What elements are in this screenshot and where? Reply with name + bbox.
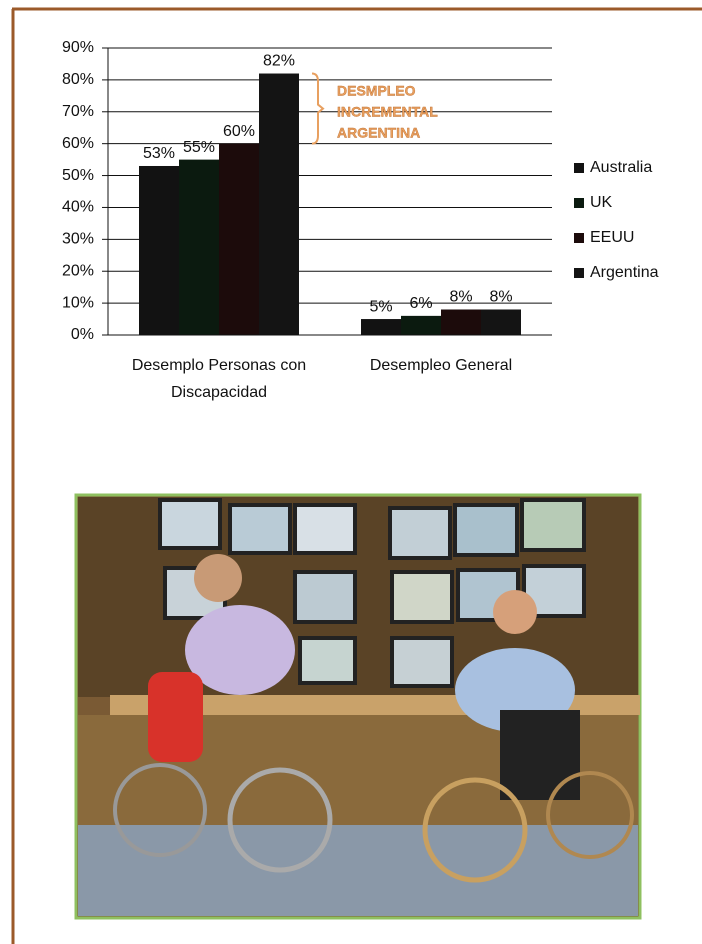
y-tick-label: 90% (62, 39, 94, 56)
bar (401, 315, 441, 335)
bar (139, 165, 179, 335)
y-tick-label: 10% (62, 294, 94, 311)
annotation-bracket (311, 72, 325, 145)
y-tick-label: 40% (62, 199, 94, 216)
annotation-text: DESMPLEO (337, 83, 416, 99)
legend-swatch (574, 163, 584, 173)
y-tick-label: 80% (62, 71, 94, 88)
bar (441, 309, 481, 335)
annotation-text: ARGENTINA (337, 125, 420, 141)
data-label: 55% (183, 139, 215, 156)
legend-swatch (574, 268, 584, 278)
y-tick-label: 0% (71, 326, 94, 343)
y-tick-label: 50% (62, 167, 94, 184)
bar (481, 309, 521, 335)
y-tick-label: 70% (62, 103, 94, 120)
photo (74, 493, 642, 920)
legend-swatch (574, 233, 584, 243)
legend-label: UK (590, 194, 613, 211)
bar (361, 319, 401, 335)
data-label: 53% (143, 145, 175, 162)
y-tick-label: 60% (62, 135, 94, 152)
data-label: 8% (449, 289, 472, 306)
x-tick-label: Desemplo Personas con Discapacidad (131, 357, 307, 401)
legend-label: EEUU (590, 229, 634, 246)
data-label: 6% (409, 295, 432, 312)
x-tick-label: Desempleo General (369, 357, 513, 374)
legend-label: Argentina (590, 264, 659, 281)
data-label: 82% (263, 53, 295, 70)
data-label: 60% (223, 123, 255, 140)
data-label: 5% (369, 298, 392, 315)
data-label: 8% (489, 289, 512, 306)
y-tick-label: 30% (62, 231, 94, 248)
bar (179, 159, 219, 335)
legend-swatch (574, 198, 584, 208)
bar (259, 73, 299, 335)
annotation-text: INCREMENTAL (337, 104, 438, 120)
legend-label: Australia (590, 159, 652, 176)
y-tick-label: 20% (62, 262, 94, 279)
bar (219, 143, 259, 335)
